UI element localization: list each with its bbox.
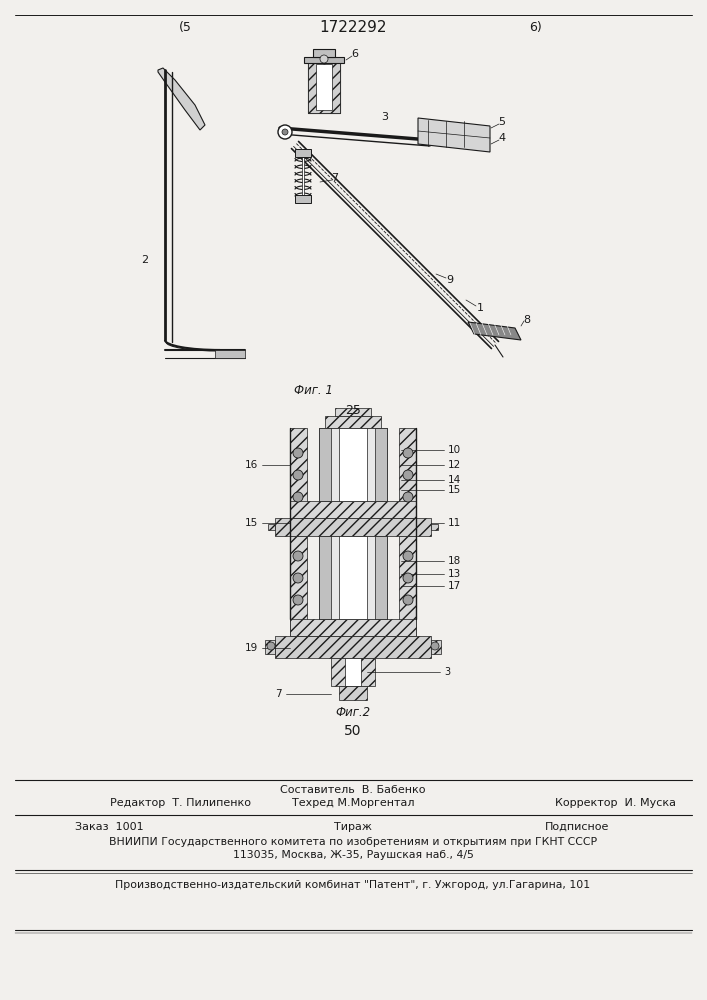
Bar bbox=[290, 536, 307, 636]
Polygon shape bbox=[418, 118, 490, 152]
Circle shape bbox=[293, 595, 303, 605]
Text: 13: 13 bbox=[448, 569, 461, 579]
Text: 6: 6 bbox=[351, 49, 358, 59]
Circle shape bbox=[267, 642, 275, 650]
Bar bbox=[319, 428, 331, 501]
Text: Заказ  1001: Заказ 1001 bbox=[75, 822, 144, 832]
Bar bbox=[319, 428, 387, 501]
Bar bbox=[319, 536, 331, 619]
Text: Подписное: Подписное bbox=[545, 822, 609, 832]
Bar bbox=[304, 57, 344, 63]
Bar bbox=[431, 524, 438, 530]
Text: 2: 2 bbox=[141, 255, 148, 265]
Bar bbox=[275, 636, 431, 658]
Circle shape bbox=[431, 642, 439, 650]
Text: 50: 50 bbox=[344, 724, 362, 738]
Bar bbox=[313, 49, 335, 57]
Polygon shape bbox=[215, 350, 245, 358]
Circle shape bbox=[403, 595, 413, 605]
Circle shape bbox=[403, 492, 413, 502]
Bar bbox=[290, 501, 416, 518]
Polygon shape bbox=[468, 322, 521, 340]
Bar bbox=[345, 658, 361, 686]
Circle shape bbox=[293, 492, 303, 502]
Bar bbox=[399, 428, 416, 518]
Circle shape bbox=[282, 129, 288, 135]
Text: 15: 15 bbox=[245, 518, 258, 528]
Text: 15: 15 bbox=[448, 485, 461, 495]
Text: 19: 19 bbox=[245, 643, 258, 653]
Circle shape bbox=[293, 448, 303, 458]
Circle shape bbox=[403, 448, 413, 458]
Text: ВНИИПИ Государственного комитета по изобретениям и открытиям при ГКНТ СССР: ВНИИПИ Государственного комитета по изоб… bbox=[109, 837, 597, 847]
Text: 17: 17 bbox=[448, 581, 461, 591]
Text: 10: 10 bbox=[448, 445, 461, 455]
Bar bbox=[308, 61, 340, 113]
Text: 12: 12 bbox=[448, 460, 461, 470]
Text: 3: 3 bbox=[444, 667, 450, 677]
Text: 1722292: 1722292 bbox=[320, 20, 387, 35]
Text: 9: 9 bbox=[446, 275, 454, 285]
Bar bbox=[295, 149, 311, 157]
Polygon shape bbox=[158, 68, 205, 130]
Text: 1: 1 bbox=[477, 303, 484, 313]
Text: 7: 7 bbox=[332, 173, 339, 183]
Text: 3: 3 bbox=[382, 112, 389, 122]
Bar bbox=[290, 428, 307, 518]
Text: Фиг. 1: Фиг. 1 bbox=[293, 383, 332, 396]
Text: 4: 4 bbox=[498, 133, 506, 143]
Text: (5: (5 bbox=[179, 21, 192, 34]
Bar bbox=[375, 536, 387, 619]
Text: Составитель  В. Бабенко: Составитель В. Бабенко bbox=[280, 785, 426, 795]
Bar bbox=[339, 428, 367, 501]
Text: Редактор  Т. Пилипенко: Редактор Т. Пилипенко bbox=[110, 798, 251, 808]
Bar bbox=[339, 536, 367, 619]
Circle shape bbox=[293, 470, 303, 480]
Text: Тираж: Тираж bbox=[334, 822, 372, 832]
Bar bbox=[268, 524, 275, 530]
Bar bbox=[275, 518, 431, 536]
Bar bbox=[319, 536, 387, 619]
Text: 18: 18 bbox=[448, 556, 461, 566]
Circle shape bbox=[293, 551, 303, 561]
Bar bbox=[295, 195, 311, 203]
Text: Техред М.Моргентал: Техред М.Моргентал bbox=[292, 798, 414, 808]
Bar bbox=[308, 61, 340, 113]
Text: 113035, Москва, Ж-35, Раушская наб., 4/5: 113035, Москва, Ж-35, Раушская наб., 4/5 bbox=[233, 850, 474, 860]
Bar bbox=[399, 536, 416, 636]
Circle shape bbox=[278, 125, 292, 139]
Text: 25: 25 bbox=[345, 403, 361, 416]
Text: Производственно-издательский комбинат "Патент", г. Ужгород, ул.Гагарина, 101: Производственно-издательский комбинат "П… bbox=[115, 880, 590, 890]
Bar bbox=[302, 155, 304, 200]
Text: Фиг.2: Фиг.2 bbox=[335, 706, 370, 720]
Circle shape bbox=[293, 573, 303, 583]
Circle shape bbox=[403, 470, 413, 480]
Text: 16: 16 bbox=[245, 460, 258, 470]
Circle shape bbox=[403, 573, 413, 583]
Text: Корректор  И. Муска: Корректор И. Муска bbox=[555, 798, 676, 808]
Bar bbox=[339, 686, 367, 700]
Bar bbox=[431, 640, 441, 654]
Text: 11: 11 bbox=[448, 518, 461, 528]
Bar bbox=[331, 658, 375, 686]
Text: 5: 5 bbox=[498, 117, 506, 127]
Text: 7: 7 bbox=[275, 689, 282, 699]
Circle shape bbox=[320, 55, 328, 63]
Bar bbox=[375, 428, 387, 501]
Bar bbox=[316, 64, 332, 110]
Bar bbox=[265, 640, 275, 654]
Bar bbox=[335, 408, 371, 416]
Text: 6): 6) bbox=[529, 21, 542, 34]
Text: 14: 14 bbox=[448, 475, 461, 485]
Text: 8: 8 bbox=[523, 315, 530, 325]
Bar bbox=[290, 619, 416, 636]
Circle shape bbox=[403, 551, 413, 561]
Bar bbox=[325, 416, 381, 428]
